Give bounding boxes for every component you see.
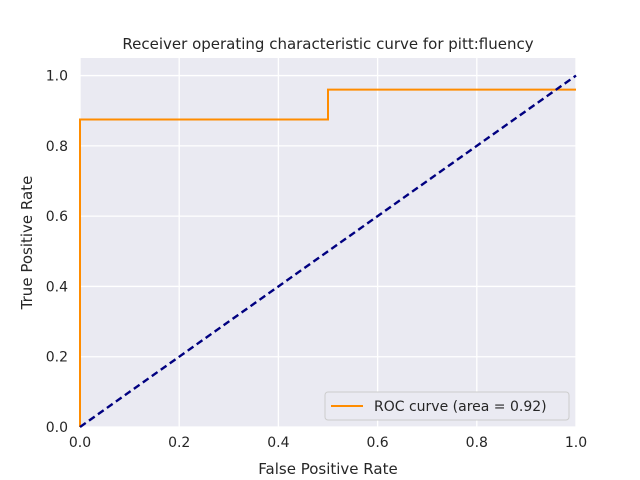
y-tick-label: 0.2	[46, 350, 68, 366]
legend-label-roc: ROC curve (area = 0.92)	[374, 399, 547, 415]
y-tick-label: 0.8	[46, 139, 68, 155]
x-tick-label: 0.8	[466, 435, 488, 451]
legend-box	[324, 391, 570, 421]
x-tick-label: 0.2	[168, 435, 190, 451]
y-tick-label: 0.4	[46, 279, 68, 295]
y-tick-labels: 0.0 0.2 0.4 0.6 0.8 1.0	[46, 69, 68, 436]
x-tick-label: 0.0	[69, 435, 91, 451]
legend: ROC curve (area = 0.92)	[324, 391, 570, 421]
y-tick-label: 0.6	[46, 209, 68, 225]
x-tick-label: 0.6	[366, 435, 388, 451]
x-tick-labels: 0.0 0.2 0.4 0.6 0.8 1.0	[69, 435, 587, 451]
y-tick-label: 1.0	[46, 69, 68, 85]
chance-diagonal-line	[79, 74, 577, 428]
y-tick-label: 0.0	[46, 420, 68, 436]
x-axis-label: False Positive Rate	[258, 460, 397, 478]
x-tick-label: 0.4	[267, 435, 289, 451]
chart-title: Receiver operating characteristic curve …	[122, 35, 533, 53]
y-axis-label: True Positive Rate	[18, 176, 36, 311]
roc-curve-line	[79, 88, 576, 427]
series-lines	[79, 74, 577, 428]
x-tick-label: 1.0	[565, 435, 587, 451]
